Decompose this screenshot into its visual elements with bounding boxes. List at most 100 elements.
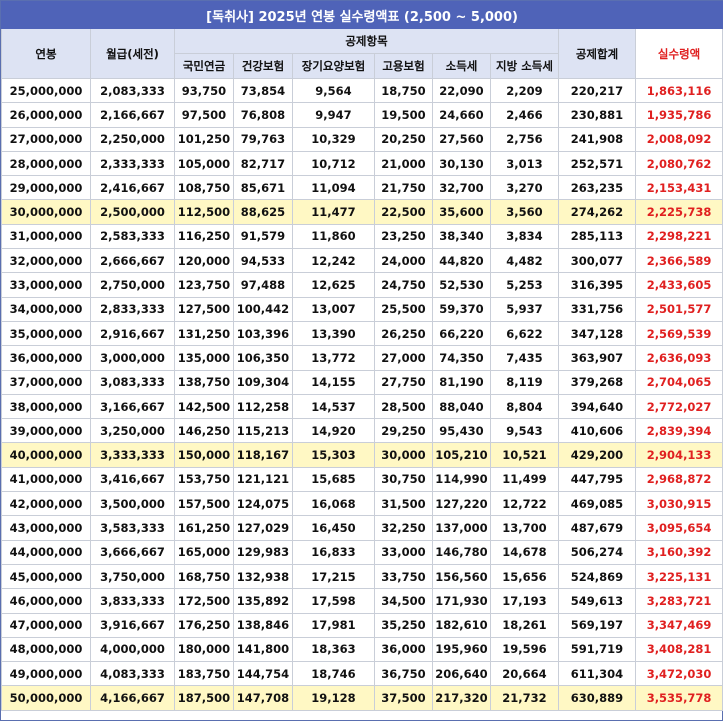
table-row: 43,000,000 3,583,333 161,250 127,029 16,450 3… (1, 515, 723, 541)
cell-annual: 29,000,000 (1, 175, 91, 201)
cell-local-tax: 8,804 (490, 393, 559, 420)
cell-monthly: 2,583,333 (90, 223, 175, 250)
cell-local-tax: 17,193 (490, 588, 559, 614)
table-row: 34,000,000 2,833,333 127,500 100,442 13,007 2… (1, 296, 723, 322)
cell-monthly: 2,833,333 (90, 296, 175, 322)
cell-net: 2,501,577 (634, 296, 723, 322)
cell-total: 285,113 (558, 223, 636, 250)
cell-health: 129,983 (233, 539, 293, 565)
cell-health: 91,579 (233, 223, 293, 250)
cell-local-tax: 3,013 (490, 150, 559, 177)
cell-employment: 33,000 (374, 539, 433, 565)
cell-health: 138,846 (233, 612, 293, 638)
cell-monthly: 3,916,667 (90, 612, 175, 638)
cell-longterm: 17,598 (292, 588, 375, 614)
cell-income-tax: 127,220 (432, 491, 491, 517)
cell-longterm: 16,068 (292, 491, 375, 517)
cell-pension: 150,000 (174, 442, 234, 468)
cell-net: 2,839,394 (634, 418, 723, 444)
cell-annual: 47,000,000 (1, 612, 91, 638)
cell-longterm: 14,537 (292, 393, 375, 420)
cell-health: 112,258 (233, 393, 293, 420)
cell-total: 506,274 (558, 539, 636, 565)
cell-monthly: 2,666,667 (90, 248, 175, 274)
cell-health: 132,938 (233, 563, 293, 590)
cell-longterm: 16,450 (292, 515, 375, 541)
cell-employment: 20,250 (374, 126, 433, 152)
cell-pension: 168,750 (174, 563, 234, 590)
cell-longterm: 18,363 (292, 636, 375, 663)
cell-annual: 32,000,000 (1, 248, 91, 274)
cell-income-tax: 81,190 (432, 369, 491, 395)
table-row: 28,000,000 2,333,333 105,000 82,717 10,712 21… (1, 150, 723, 177)
cell-monthly: 2,166,667 (90, 102, 175, 128)
cell-monthly: 3,833,333 (90, 588, 175, 614)
cell-employment: 30,750 (374, 466, 433, 493)
cell-pension: 172,500 (174, 588, 234, 614)
cell-income-tax: 146,780 (432, 539, 491, 565)
cell-total: 241,908 (558, 126, 636, 152)
cell-employment: 28,500 (374, 393, 433, 420)
cell-local-tax: 7,435 (490, 345, 559, 371)
cell-health: 82,717 (233, 150, 293, 177)
cell-annual: 42,000,000 (1, 491, 91, 517)
cell-health: 97,488 (233, 272, 293, 298)
cell-total: 274,262 (558, 199, 636, 225)
cell-health: 144,754 (233, 661, 293, 687)
cell-net: 3,030,915 (634, 491, 723, 517)
cell-local-tax: 3,834 (490, 223, 559, 250)
cell-net: 3,095,654 (634, 515, 723, 541)
cell-monthly: 3,500,000 (90, 491, 175, 517)
table-row: 25,000,000 2,083,333 93,750 73,854 9,564 18,7… (1, 77, 723, 104)
cell-monthly: 2,250,000 (90, 126, 175, 152)
cell-health: 135,892 (233, 588, 293, 614)
cell-pension: 131,250 (174, 320, 234, 347)
cell-pension: 146,250 (174, 418, 234, 444)
cell-total: 447,795 (558, 466, 636, 493)
table-row: 33,000,000 2,750,000 123,750 97,488 12,625 24… (1, 272, 723, 298)
cell-annual: 37,000,000 (1, 369, 91, 395)
table-row: 47,000,000 3,916,667 176,250 138,846 17,981 3… (1, 612, 723, 638)
cell-health: 121,121 (233, 466, 293, 493)
cell-pension: 112,500 (174, 199, 234, 225)
cell-net: 2,433,605 (634, 272, 723, 298)
table-row: 42,000,000 3,500,000 157,500 124,075 16,068 3… (1, 491, 723, 517)
header-net: 실수령액 (634, 28, 723, 79)
cell-total: 611,304 (558, 661, 636, 687)
cell-net: 2,008,092 (634, 126, 723, 152)
cell-health: 124,075 (233, 491, 293, 517)
table-row: 38,000,000 3,166,667 142,500 112,258 14,537 2… (1, 393, 723, 420)
cell-income-tax: 22,090 (432, 77, 491, 104)
cell-employment: 23,250 (374, 223, 433, 250)
cell-employment: 30,000 (374, 442, 433, 468)
cell-pension: 127,500 (174, 296, 234, 322)
cell-monthly: 4,083,333 (90, 661, 175, 687)
header-monthly: 월급(세전) (90, 28, 175, 79)
cell-local-tax: 19,596 (490, 636, 559, 663)
cell-pension: 165,000 (174, 539, 234, 565)
cell-employment: 33,750 (374, 563, 433, 590)
cell-net: 2,153,431 (634, 175, 723, 201)
header-income-tax: 소득세 (432, 53, 491, 79)
cell-total: 300,077 (558, 248, 636, 274)
cell-net: 3,283,721 (634, 588, 723, 614)
cell-pension: 105,000 (174, 150, 234, 177)
cell-annual: 44,000,000 (1, 539, 91, 565)
cell-employment: 31,500 (374, 491, 433, 517)
cell-monthly: 3,083,333 (90, 369, 175, 395)
cell-health: 147,708 (233, 685, 293, 711)
cell-total: 549,613 (558, 588, 636, 614)
cell-annual: 49,000,000 (1, 661, 91, 687)
cell-net: 2,225,738 (634, 199, 723, 225)
table-row: 35,000,000 2,916,667 131,250 103,396 13,390 2… (1, 320, 723, 347)
cell-pension: 116,250 (174, 223, 234, 250)
cell-longterm: 17,215 (292, 563, 375, 590)
cell-longterm: 10,712 (292, 150, 375, 177)
cell-monthly: 3,416,667 (90, 466, 175, 493)
cell-local-tax: 11,499 (490, 466, 559, 493)
cell-longterm: 13,772 (292, 345, 375, 371)
table-row: 48,000,000 4,000,000 180,000 141,800 18,363 3… (1, 636, 723, 663)
cell-pension: 153,750 (174, 466, 234, 493)
cell-income-tax: 38,340 (432, 223, 491, 250)
